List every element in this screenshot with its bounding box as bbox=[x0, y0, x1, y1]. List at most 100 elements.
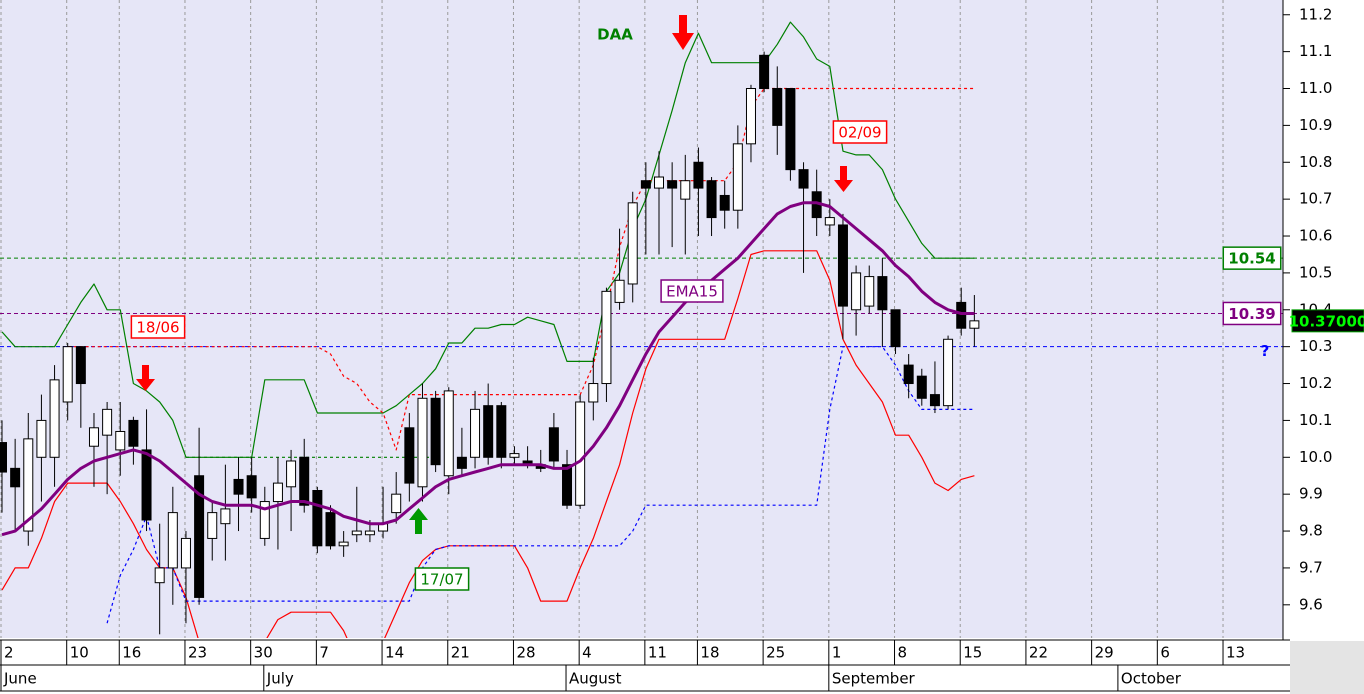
y-tick-label: 10.0 bbox=[1299, 448, 1332, 466]
annotation: 02/09 bbox=[838, 124, 881, 142]
y-tick-label: 9.8 bbox=[1299, 522, 1323, 540]
x-tick-label: 1 bbox=[832, 644, 842, 662]
level-marker: ? bbox=[1261, 342, 1270, 360]
y-tick-label: 10.8 bbox=[1299, 153, 1332, 171]
candle-body bbox=[903, 364, 914, 385]
candle-body bbox=[943, 338, 954, 407]
candle-body bbox=[732, 143, 743, 211]
candle-body bbox=[864, 276, 875, 307]
level-label: 10.39 bbox=[1228, 305, 1275, 323]
candle-body bbox=[785, 88, 796, 171]
candle-body bbox=[286, 460, 297, 488]
y-tick-label: 10.7 bbox=[1299, 190, 1332, 208]
candle-body bbox=[180, 537, 191, 569]
candle-body bbox=[10, 467, 21, 488]
x-tick-label: 28 bbox=[516, 644, 535, 662]
candle-body bbox=[430, 397, 441, 466]
candle-body bbox=[351, 530, 362, 536]
x-tick-label: 30 bbox=[254, 644, 273, 662]
x-tick-label: 6 bbox=[1160, 644, 1170, 662]
candle-body bbox=[154, 567, 165, 584]
annotation: DAA bbox=[597, 26, 633, 44]
y-tick-label: 10.5 bbox=[1299, 263, 1332, 281]
candle-body bbox=[706, 180, 717, 219]
candle-body bbox=[627, 202, 638, 285]
series-label-box bbox=[660, 279, 724, 303]
month-label: October bbox=[1121, 670, 1182, 688]
candle-body bbox=[916, 375, 927, 399]
candle-body bbox=[0, 442, 7, 473]
x-tick-label: 14 bbox=[385, 644, 404, 662]
candle-body bbox=[956, 301, 967, 329]
candle-body bbox=[312, 489, 323, 547]
x-tick-label: 16 bbox=[122, 644, 141, 662]
x-tick-label: 10 bbox=[70, 644, 89, 662]
level-label-box bbox=[1222, 301, 1282, 326]
candle-body bbox=[299, 456, 310, 506]
month-label: September bbox=[832, 670, 916, 688]
level-label: 10.54 bbox=[1228, 250, 1275, 268]
ema-line bbox=[1, 201, 975, 537]
candle-body bbox=[325, 512, 336, 547]
y-tick-label: 9.9 bbox=[1299, 485, 1323, 503]
y-tick-label: 10.2 bbox=[1299, 374, 1332, 392]
x-tick-label: 7 bbox=[319, 644, 329, 662]
candle-body bbox=[391, 493, 402, 514]
month-label: June bbox=[3, 670, 37, 688]
sell-arrow bbox=[672, 15, 694, 50]
candle-body bbox=[680, 180, 691, 200]
candle-body bbox=[88, 427, 99, 447]
candle-body bbox=[614, 279, 625, 303]
candle-body bbox=[128, 419, 139, 447]
candle-body bbox=[601, 290, 612, 385]
candle-body bbox=[417, 397, 428, 488]
candle-body bbox=[220, 508, 231, 525]
y-tick-label: 10.9 bbox=[1299, 116, 1332, 134]
candle-body bbox=[102, 408, 113, 436]
buy-arrow bbox=[409, 508, 428, 534]
candle-body bbox=[404, 427, 415, 484]
sell-arrow bbox=[136, 365, 155, 391]
x-tick-label: 13 bbox=[1226, 644, 1245, 662]
x-tick-label: 23 bbox=[188, 644, 207, 662]
price-tag bbox=[1291, 309, 1364, 333]
candle-body bbox=[562, 464, 573, 506]
candle-body bbox=[772, 88, 783, 126]
y-tick-label: 11.2 bbox=[1299, 5, 1332, 23]
candle-body bbox=[969, 320, 980, 329]
month-label: August bbox=[569, 670, 622, 688]
x-tick-label: 22 bbox=[1029, 644, 1048, 662]
candle-body bbox=[496, 405, 507, 458]
corner-box bbox=[1290, 641, 1364, 694]
candle-body bbox=[837, 224, 848, 307]
band-line bbox=[106, 346, 975, 624]
candle-body bbox=[851, 272, 862, 311]
candle-body bbox=[259, 501, 270, 539]
band-line bbox=[1, 21, 975, 458]
price-tag-label: 10.37000 bbox=[1289, 312, 1364, 330]
candle-body bbox=[246, 475, 257, 499]
candle-body bbox=[509, 453, 520, 458]
candle-body bbox=[470, 408, 481, 458]
candle-body bbox=[824, 217, 835, 226]
annotation-box bbox=[832, 120, 888, 144]
y-tick-label: 10.6 bbox=[1299, 227, 1332, 245]
labels: EMA15 10.54 10.39? DAA 18/06 17/07 02/09 bbox=[130, 26, 1282, 591]
candle-body bbox=[36, 419, 47, 458]
x-tick-label: 11 bbox=[648, 644, 667, 662]
candle-body bbox=[759, 54, 770, 90]
x-tick-label: 8 bbox=[898, 644, 908, 662]
y-tick-label: 11.1 bbox=[1299, 42, 1332, 60]
series-label: EMA15 bbox=[666, 283, 718, 301]
candle-body bbox=[745, 88, 756, 145]
y-tick-label: 11.0 bbox=[1299, 79, 1332, 97]
candle-body bbox=[654, 176, 664, 189]
y-tick-label: 9.6 bbox=[1299, 595, 1323, 613]
x-tick-label: 21 bbox=[451, 644, 470, 662]
annotation: 17/07 bbox=[420, 571, 463, 589]
candle-body bbox=[207, 512, 218, 539]
arrows bbox=[136, 15, 853, 534]
x-tick-label: 4 bbox=[582, 644, 592, 662]
candle-body bbox=[272, 482, 283, 503]
